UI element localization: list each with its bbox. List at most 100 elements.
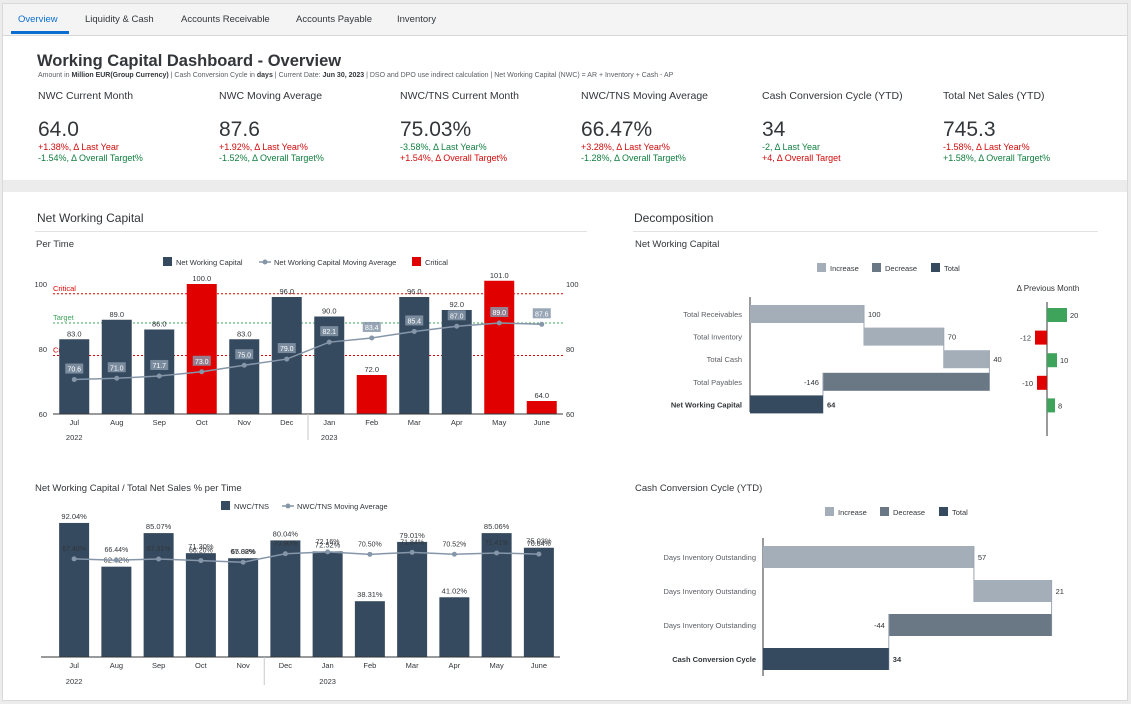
waterfall-bar[interactable] — [763, 648, 889, 670]
nwc-moving-average-point — [199, 369, 205, 375]
nwc-bar-label: 96.0 — [279, 287, 294, 296]
tab-liquidity-cash[interactable]: Liquidity & Cash — [85, 14, 154, 25]
legend-total-label: Total — [952, 508, 968, 517]
nwc-tns-moving-average-point — [156, 556, 162, 562]
nwc-tns-bar[interactable] — [439, 597, 470, 657]
kpi-delta-last-year: -2, Δ Last Year — [762, 142, 821, 152]
reference-line-label: Critical — [53, 284, 76, 293]
waterfall-bar[interactable] — [943, 350, 990, 369]
x-axis-tick: June — [531, 661, 547, 670]
delta-bar[interactable] — [1047, 398, 1055, 413]
nwc-bar-label: 100.0 — [192, 274, 211, 283]
waterfall-value-label: -146 — [804, 378, 819, 387]
year-label: 2023 — [319, 677, 336, 686]
nwc-tns-bar-label: 79.01% — [399, 531, 425, 540]
nwc-tns-bar[interactable] — [270, 540, 301, 657]
nwc-tns-bar[interactable] — [59, 522, 90, 657]
nwc-bar[interactable] — [186, 284, 217, 414]
waterfall-value-label: 21 — [1056, 587, 1064, 596]
y-axis-tick-left: 80 — [39, 345, 47, 354]
nwc-tns-bar[interactable] — [523, 547, 554, 657]
nwc-tns-bar[interactable] — [143, 533, 174, 657]
ma-label-bg — [65, 363, 84, 374]
kpi-nwc-moving-average[interactable]: NWC Moving Average 87.6 +1.92%, Δ Last Y… — [219, 90, 394, 164]
nwc-tns-bar[interactable] — [354, 601, 385, 657]
nwc-bar[interactable] — [484, 280, 515, 414]
nwc-bar-label: 83.0 — [237, 329, 252, 338]
legend-total-swatch — [931, 263, 940, 272]
kpi-nwc-current-month[interactable]: NWC Current Month 64.0 +1.38%, Δ Last Ye… — [38, 90, 213, 164]
kpi-nwc-tns-moving-average[interactable]: NWC/TNS Moving Average 66.47% +3.28%, Δ … — [581, 90, 756, 164]
delta-bar[interactable] — [1037, 375, 1047, 390]
nwc-moving-average-label: 70.6 — [67, 367, 81, 374]
x-axis-tick: Mar — [406, 661, 419, 670]
kpi-total-net-sales[interactable]: Total Net Sales (YTD) 745.3 -1.58%, Δ La… — [943, 90, 1118, 164]
delta-previous-month-title: Δ Previous Month — [1017, 284, 1080, 293]
tab-accounts-receivable[interactable]: Accounts Receivable — [181, 14, 270, 25]
x-axis-tick: Oct — [196, 418, 209, 427]
x-axis-tick: Nov — [236, 661, 250, 670]
delta-bar[interactable] — [1035, 330, 1047, 345]
tab-overview[interactable]: Overview — [18, 14, 58, 25]
year-label: 2022 — [66, 677, 83, 686]
tab-accounts-payable[interactable]: Accounts Payable — [296, 14, 373, 25]
delta-bar[interactable] — [1047, 353, 1057, 368]
delta-value-label: 10 — [1060, 356, 1068, 365]
tab-inventory[interactable]: Inventory — [397, 14, 437, 25]
kpi-delta-target: +4, Δ Overall Target — [762, 153, 841, 163]
ccc-chart-title: Cash Conversion Cycle (YTD) — [635, 483, 763, 494]
nwc-bar[interactable] — [526, 401, 557, 414]
legend-net-working-capital-swatch — [163, 257, 172, 266]
waterfall-bar[interactable] — [763, 546, 974, 568]
waterfall-value-label: 64 — [827, 400, 836, 409]
legend-total-swatch — [939, 507, 948, 516]
x-axis-tick: Jan — [323, 418, 335, 427]
delta-value-label: 8 — [1058, 401, 1062, 410]
nwc-moving-average-label: 87.0 — [450, 313, 464, 320]
nwc-bar[interactable] — [144, 329, 175, 415]
legend-moving-average-marker — [262, 259, 268, 265]
nwc-tns-bar[interactable] — [312, 551, 343, 657]
nwc-bar[interactable] — [59, 339, 90, 414]
waterfall-value-label: 57 — [978, 553, 986, 562]
nwc-tns-moving-average-point — [409, 549, 415, 555]
waterfall-category-label: Total Inventory — [693, 333, 742, 342]
nwc-tns-moving-average-label: 72.16% — [316, 539, 340, 546]
kpi-title: NWC Current Month — [38, 90, 134, 102]
legend-nwc-tns-swatch — [221, 501, 230, 510]
nwc-tns-bar[interactable] — [228, 558, 259, 657]
nwc-moving-average-label: 82.1 — [322, 329, 336, 336]
nwc-bar[interactable] — [399, 297, 430, 414]
nwc-moving-average-point — [369, 335, 375, 341]
delta-bar[interactable] — [1047, 308, 1067, 322]
nwc-bar[interactable] — [356, 375, 387, 414]
nwc-tns-moving-average-point — [494, 550, 500, 556]
nwc-bar-label: 92.0 — [449, 300, 464, 309]
waterfall-bar[interactable] — [750, 305, 864, 323]
nwc-tns-moving-average-line — [74, 551, 539, 563]
nwc-bar-label: 86.0 — [152, 320, 167, 329]
x-axis-tick: Oct — [195, 661, 208, 670]
waterfall-bar[interactable] — [973, 580, 1052, 602]
waterfall-bar[interactable] — [888, 614, 1052, 636]
waterfall-category-label: Days Inventory Outstanding — [663, 621, 756, 630]
legend-increase-label: Increase — [838, 508, 867, 517]
x-axis-tick: Dec — [280, 418, 294, 427]
nwc-moving-average-label: 83.4 — [365, 325, 379, 332]
waterfall-bar[interactable] — [750, 395, 823, 414]
waterfall-bar[interactable] — [822, 372, 990, 391]
legend-critical-swatch — [412, 257, 421, 266]
waterfall-bar[interactable] — [864, 327, 944, 346]
nwc-tns-moving-average-point — [367, 551, 373, 557]
kpi-nwc-tns-current-month[interactable]: NWC/TNS Current Month 75.03% -3.58%, Δ L… — [400, 90, 575, 164]
nwc-bar-label: 83.0 — [67, 329, 82, 338]
nwc-moving-average-label: 85.4 — [407, 318, 421, 325]
nwc-tns-bar[interactable] — [185, 553, 216, 657]
legend-total-label: Total — [944, 264, 960, 273]
nwc-tns-bar[interactable] — [397, 541, 428, 657]
kpi-cash-conversion-cycle[interactable]: Cash Conversion Cycle (YTD) 34 -2, Δ Las… — [762, 90, 937, 164]
waterfall-category-label: Total Cash — [707, 355, 742, 364]
nwc-bar-label: 72.0 — [364, 365, 379, 374]
nwc-tns-bar[interactable] — [101, 566, 132, 657]
